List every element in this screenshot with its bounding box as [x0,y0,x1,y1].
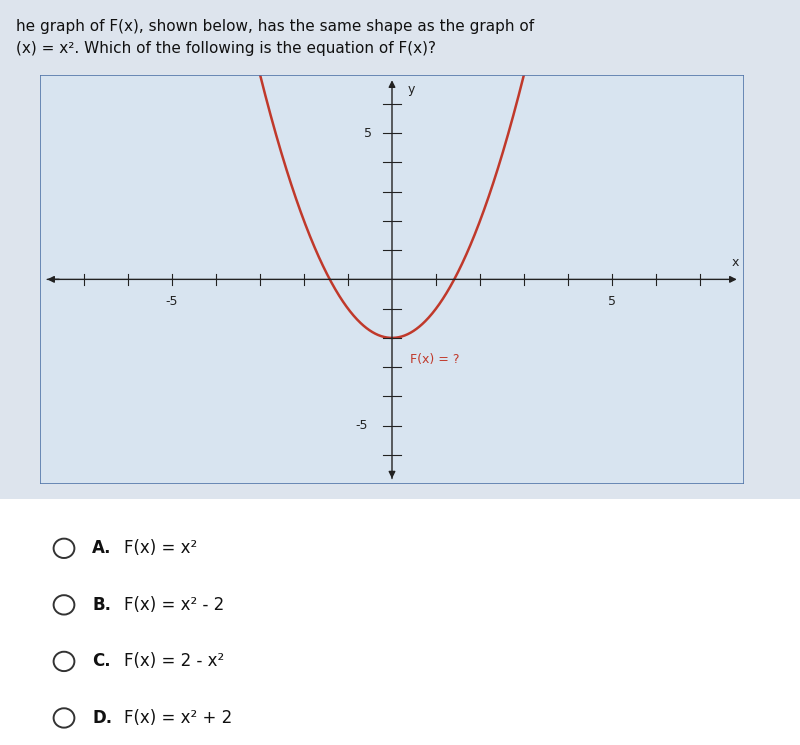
Text: F(x) = x² + 2: F(x) = x² + 2 [124,709,232,727]
Text: (x) = x². Which of the following is the equation of F(x)?: (x) = x². Which of the following is the … [16,41,436,56]
Text: A.: A. [92,539,111,557]
Text: y: y [407,83,414,96]
Text: D.: D. [92,709,112,727]
Text: F(x) = x²: F(x) = x² [124,539,198,557]
Text: C.: C. [92,653,110,670]
Text: 5: 5 [608,296,616,308]
Text: -5: -5 [166,296,178,308]
Text: B.: B. [92,596,111,614]
Text: x: x [731,256,739,269]
Text: he graph of F(x), shown below, has the same shape as the graph of: he graph of F(x), shown below, has the s… [16,19,534,34]
Text: 5: 5 [364,127,372,139]
Text: F(x) = x² - 2: F(x) = x² - 2 [124,596,224,614]
Text: F(x) = 2 - x²: F(x) = 2 - x² [124,653,224,670]
Text: F(x) = ?: F(x) = ? [410,352,459,366]
Text: -5: -5 [355,419,368,432]
